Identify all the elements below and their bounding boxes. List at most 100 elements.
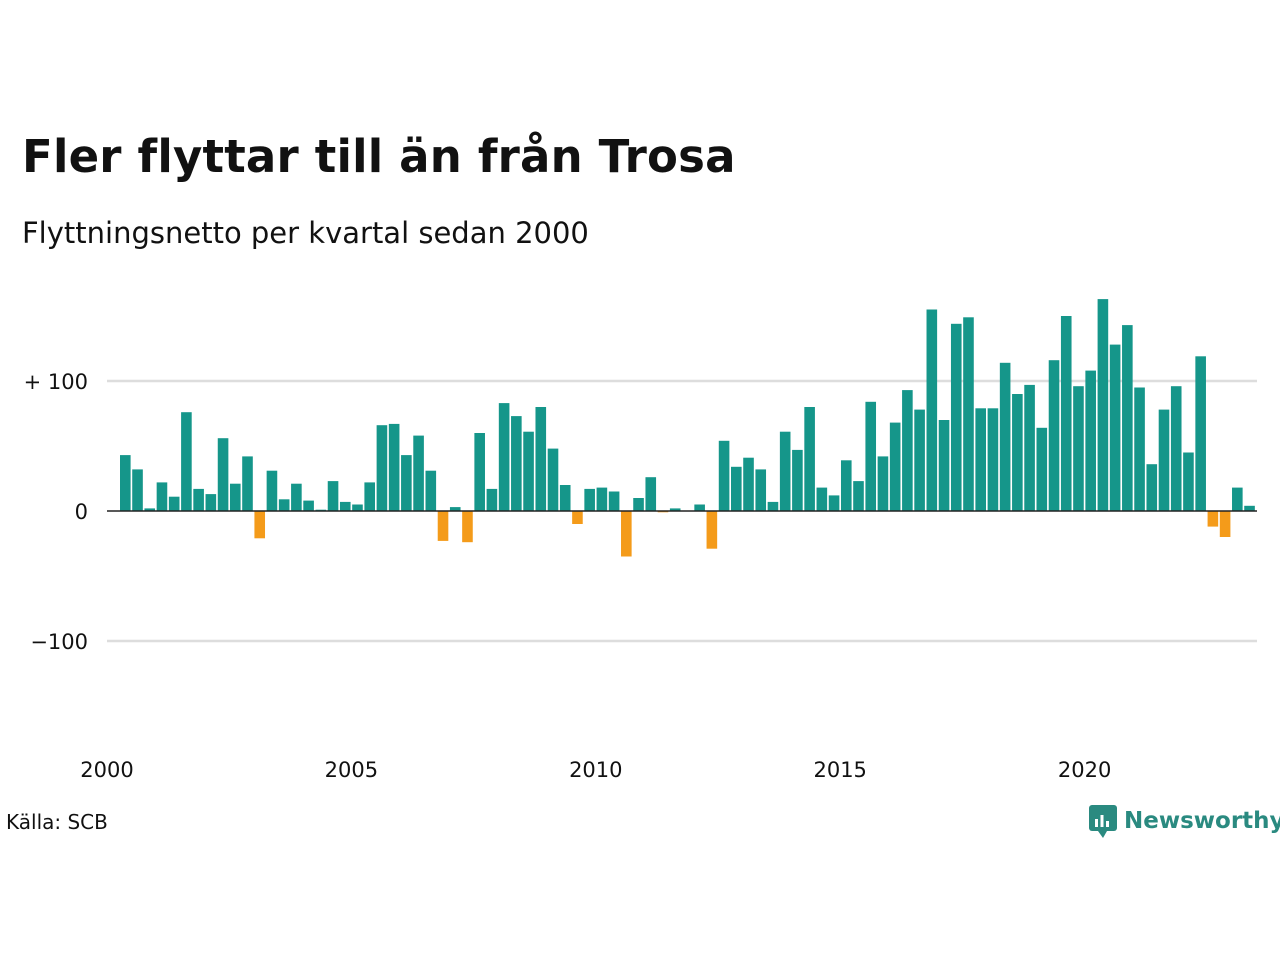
chart-bubble-icon xyxy=(1089,805,1117,838)
y-tick-label: + 100 xyxy=(24,370,88,394)
bar xyxy=(877,456,889,511)
bar xyxy=(804,407,815,511)
bar xyxy=(840,460,852,511)
bar xyxy=(1109,344,1121,511)
bar xyxy=(559,485,571,511)
bar xyxy=(1146,464,1158,511)
bar xyxy=(1244,505,1255,511)
bar xyxy=(278,499,290,511)
bar xyxy=(865,401,877,511)
bar xyxy=(132,469,143,511)
x-axis-ticks: 2000 2005 2010 2015 2020 xyxy=(80,758,1111,782)
bar xyxy=(584,488,595,511)
bar xyxy=(547,448,559,511)
y-tick-label: −100 xyxy=(30,630,88,654)
bar xyxy=(352,504,363,511)
bar xyxy=(987,408,999,511)
bar xyxy=(1134,387,1145,511)
bar xyxy=(1073,386,1084,511)
bar xyxy=(975,408,986,511)
bar xyxy=(156,482,168,511)
bar xyxy=(963,317,974,511)
bar xyxy=(1183,452,1194,511)
y-tick-label: 0 xyxy=(75,500,88,524)
chart-title: Fler flyttar till än från Trosa xyxy=(22,130,736,183)
bar xyxy=(254,511,266,539)
bar xyxy=(718,440,730,511)
bar xyxy=(1158,409,1170,511)
bar xyxy=(217,438,229,511)
bar xyxy=(498,403,510,511)
bar xyxy=(425,470,437,511)
bar xyxy=(950,323,962,511)
bar xyxy=(743,457,754,511)
brand-logo: Newsworthy xyxy=(1088,803,1280,839)
bar xyxy=(1122,325,1133,511)
brand-name: Newsworthy xyxy=(1124,808,1280,834)
bar xyxy=(437,511,449,541)
bar xyxy=(621,511,632,557)
bar xyxy=(999,362,1011,511)
source-note: Källa: SCB xyxy=(6,810,108,834)
bar xyxy=(938,420,950,511)
bar xyxy=(669,508,681,511)
bar xyxy=(1012,394,1023,511)
bar xyxy=(1024,384,1035,511)
bar xyxy=(449,507,461,511)
bar xyxy=(327,481,339,511)
bar xyxy=(902,390,913,511)
bar xyxy=(755,469,767,511)
bar xyxy=(1048,360,1060,511)
bar xyxy=(1060,316,1072,511)
bar xyxy=(792,449,803,511)
bar xyxy=(535,407,547,511)
bar xyxy=(144,508,156,511)
bar xyxy=(242,456,253,511)
bar xyxy=(645,477,657,511)
bar xyxy=(889,422,901,511)
bar xyxy=(474,433,485,511)
bar xyxy=(828,495,840,511)
bar xyxy=(462,511,473,543)
bar xyxy=(596,487,608,511)
bar xyxy=(1170,386,1182,511)
bar xyxy=(1207,511,1219,527)
bar xyxy=(303,500,314,511)
bar xyxy=(694,504,705,511)
bar xyxy=(816,487,828,511)
bar xyxy=(1195,356,1206,511)
x-tick-label: 2015 xyxy=(813,758,866,782)
bar xyxy=(1219,511,1231,537)
bar xyxy=(706,511,718,549)
bar xyxy=(731,466,742,511)
bar xyxy=(523,431,534,511)
bar xyxy=(364,482,375,511)
bar xyxy=(193,488,204,511)
bar xyxy=(339,501,351,511)
bar xyxy=(511,416,522,511)
chart-subtitle: Flyttningsnetto per kvartal sedan 2000 xyxy=(22,216,589,250)
bar xyxy=(388,423,400,511)
bars xyxy=(120,299,1255,557)
bar xyxy=(229,483,241,511)
bar xyxy=(291,483,302,511)
bar-chart: + 100 0 −100 2000 2005 2010 2015 2020 xyxy=(24,299,1257,782)
bar xyxy=(401,455,412,511)
bar xyxy=(120,455,131,511)
bar xyxy=(266,470,278,511)
bar xyxy=(779,431,791,511)
bar xyxy=(1232,487,1243,511)
x-tick-label: 2020 xyxy=(1058,758,1111,782)
bar xyxy=(1085,370,1096,511)
bar xyxy=(486,488,498,511)
y-axis-ticks: + 100 0 −100 xyxy=(24,370,88,654)
x-tick-label: 2000 xyxy=(80,758,133,782)
x-tick-label: 2010 xyxy=(569,758,622,782)
bar xyxy=(205,494,217,511)
bar xyxy=(181,412,192,511)
x-tick-label: 2005 xyxy=(325,758,378,782)
bar xyxy=(1036,427,1048,511)
bar xyxy=(914,409,925,511)
bar xyxy=(633,498,644,511)
bar xyxy=(608,491,620,511)
